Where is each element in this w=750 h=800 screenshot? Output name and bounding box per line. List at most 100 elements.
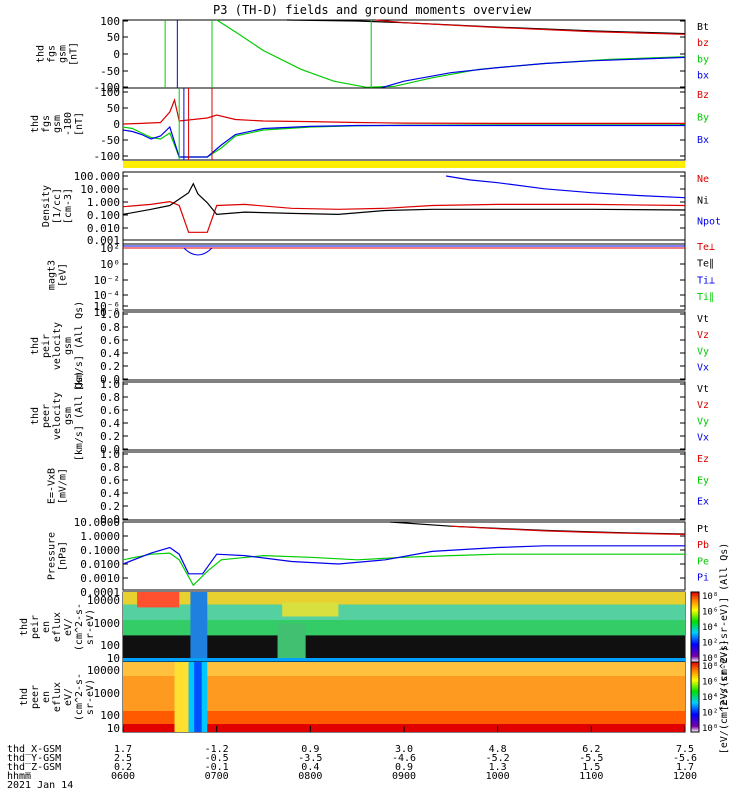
y-axis-label: thd: [19, 688, 30, 706]
x-row-label: hhmm: [7, 771, 31, 782]
panel-efield: 1.00.80.60.40.20.0 E=-VxB [mV/m] Ez Ey Ex: [47, 448, 710, 526]
legend-Ez: Ez: [697, 454, 709, 465]
colorbar-tick-label: 10⁸: [702, 592, 718, 602]
legend-Pi: Pi: [697, 573, 709, 584]
heatmap-hot-patch: [137, 592, 180, 608]
y-tick-label: 10⁰: [100, 258, 120, 271]
y-tick-label: 100: [100, 86, 120, 99]
legend-Vy: Vy: [697, 416, 709, 427]
series-line-Pt: [389, 521, 686, 535]
legend-bz: bz: [697, 38, 709, 49]
y-tick-label: 0.2: [100, 430, 120, 443]
x-row-value: 0800: [298, 771, 322, 782]
x-row-value: 6.2: [582, 744, 600, 755]
x-row-value: 0.9: [395, 762, 413, 773]
x-row-value: 0.4: [301, 762, 319, 773]
chart-title: P3 (TH-D) fields and ground moments over…: [213, 3, 532, 17]
y-tick-label: 50: [107, 102, 120, 115]
legend-Pb: Pb: [697, 540, 709, 551]
y-tick-label: 10.0000: [74, 516, 120, 529]
y-axis-label: eflux: [52, 612, 63, 642]
y-axis-label: [eV]: [58, 263, 69, 287]
y-tick-label: 100: [100, 15, 120, 28]
y-axis-label: peir: [30, 615, 41, 639]
panel-frame: [122, 19, 686, 89]
x-row-value: -0.1: [205, 762, 229, 773]
series-line-Npot: [446, 175, 686, 199]
y-axis-label: thd: [36, 45, 47, 63]
x-row-value: 0.2: [114, 762, 132, 773]
y-axis-label: eV/: [63, 618, 74, 636]
legend-Vz: Vz: [697, 400, 709, 411]
x-row-value: 4.8: [489, 744, 507, 755]
y-tick-label: 1.000: [87, 196, 120, 209]
y-tick-label: 0.4: [100, 417, 120, 430]
y-axis-label: gsm: [63, 337, 74, 355]
y-tick-label: 0.010: [87, 222, 120, 235]
y-axis-label: [km/s] (All Qs): [74, 301, 85, 391]
x-row-value: 3.0: [395, 744, 413, 755]
panel-frame: [122, 451, 686, 521]
y-tick-label: 0.100: [87, 209, 120, 222]
y-axis-label: [nT]: [69, 42, 80, 66]
y-tick-label: -100: [94, 150, 121, 163]
heatmap-mid-band: [123, 604, 685, 620]
legend-Bx: Bx: [697, 135, 709, 146]
x-row-value: -5.2: [486, 753, 510, 764]
y-axis-label: [nT]: [74, 112, 85, 136]
y-tick-label: 0.6: [100, 474, 120, 487]
y-tick-label: 0.8: [100, 321, 120, 334]
y-tick-label: 0.0100: [80, 558, 120, 571]
colorbar-tick-label: 10⁶: [702, 678, 718, 688]
colorbar-label: [eV/(cm^2-s-sr-eV)] (All Qs): [719, 543, 730, 712]
legend-Pe: Pe: [697, 556, 709, 567]
y-axis-label: peer: [30, 685, 41, 709]
x-label-row-hhmm: hhmm 0600 0700 0800 0900 1000 1100 1200: [7, 771, 697, 782]
y-tick-label: 0.4: [100, 347, 120, 360]
legend-Ni: Ni: [697, 195, 709, 206]
x-row-value: 1.7: [676, 762, 694, 773]
y-axis-label: [1/cc]: [52, 188, 63, 224]
series-line-By: [122, 124, 685, 158]
y-tick-label: 10⁻⁶: [94, 300, 121, 313]
peir_eflux-heatmap: [123, 592, 685, 662]
x-row-value: 0.9: [301, 744, 319, 755]
x-row-value: 1000: [486, 771, 510, 782]
y-tick-label: 10000: [87, 594, 120, 607]
y-tick-label: 1.0000: [80, 530, 120, 543]
y-axis-label: [mV/m]: [58, 468, 69, 504]
y-axis-label: fgs: [47, 45, 58, 63]
x-row-value: 2.5: [114, 753, 132, 764]
legend-by: by: [697, 54, 709, 65]
panel-frame: [122, 239, 686, 311]
y-tick-label: 100: [100, 639, 120, 652]
series-line-Bz: [122, 97, 685, 125]
x-row-value: 7.5: [676, 744, 694, 755]
colorbar-label: [eV/(cm^2-s-sr-eV)]: [719, 640, 730, 754]
heatmap-warm-patch: [282, 602, 339, 617]
y-axis-label: fgs: [41, 115, 52, 133]
panel-temperature: 10² 10⁰ 10⁻² 10⁻⁴10⁻⁶10⁻⁸ magt3 [eV] Te⊥ Te∥ Ti⊥…: [47, 239, 715, 319]
y-tick-label: 0.8: [100, 391, 120, 404]
y-tick-label: 0.2: [100, 360, 120, 373]
y-tick-label: 50: [107, 31, 120, 44]
y-axis-label: gsm: [58, 45, 69, 63]
legend-Vy: Vy: [697, 346, 709, 357]
panel-fgs_ssl: 100 50 0 -50 -100 thd fgs gsm -180 [nT] Bz By Bx: [30, 86, 709, 168]
y-tick-label: 1.0: [100, 308, 120, 321]
y-axis-label: eflux: [52, 682, 63, 712]
y-axis-label: peer: [41, 404, 52, 428]
y-tick-label: 0.2: [100, 500, 120, 513]
x-row-value: -0.5: [205, 753, 229, 764]
series-line-by: [216, 19, 686, 88]
x-row-value: -5.5: [579, 753, 603, 764]
x-row-value: 1.5: [582, 762, 600, 773]
heatmap-bottom-strip: [123, 658, 685, 662]
y-tick-label: 0.0: [100, 373, 120, 386]
colorbar-tick-label: 10⁴: [702, 623, 718, 633]
panel-fgs: 100 50 0 -50 -100 thd fgs gsm [nT] Bt bz by bx: [36, 15, 710, 94]
y-tick-label: 0.6: [100, 334, 120, 347]
